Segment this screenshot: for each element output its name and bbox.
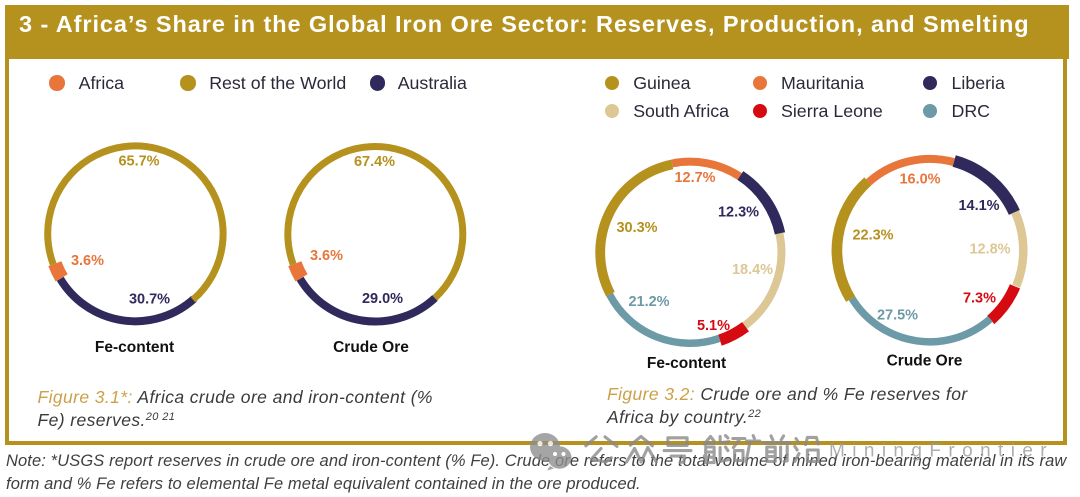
svg-text:7.3%: 7.3% [963,291,996,307]
svg-text:Fe-content: Fe-content [95,339,174,356]
svg-text:30.3%: 30.3% [616,220,657,236]
svg-text:3.6%: 3.6% [71,253,104,269]
svg-text:16.0%: 16.0% [899,172,940,188]
svg-text:30.7%: 30.7% [129,292,170,308]
svg-text:5.1%: 5.1% [697,318,730,334]
svg-text:12.7%: 12.7% [674,170,715,186]
svg-text:14.1%: 14.1% [958,198,999,214]
svg-text:MiningFrontier: MiningFrontier [829,441,1054,462]
svg-text:18.4%: 18.4% [732,262,773,278]
svg-text:Fe-content: Fe-content [647,355,726,372]
svg-text:27.5%: 27.5% [877,308,918,324]
svg-text:29.0%: 29.0% [362,291,403,307]
svg-text:Crude Ore: Crude Ore [333,339,409,356]
svg-text:12.8%: 12.8% [969,242,1010,258]
svg-text:Crude Ore: Crude Ore [887,353,963,370]
svg-text:67.4%: 67.4% [354,154,395,170]
svg-text:21.2%: 21.2% [628,294,669,310]
svg-text:65.7%: 65.7% [118,154,159,170]
svg-text:22.3%: 22.3% [852,228,893,244]
svg-text:3.6%: 3.6% [310,248,343,264]
svg-text:12.3%: 12.3% [718,205,759,221]
